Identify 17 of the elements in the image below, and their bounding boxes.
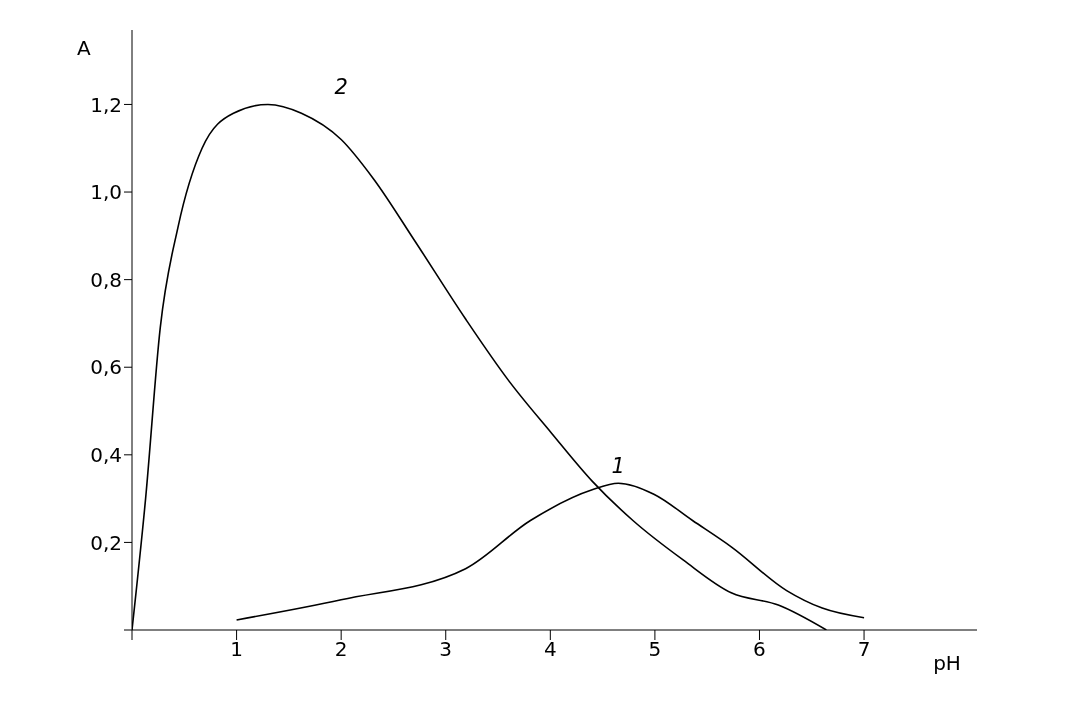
x-tick-label: 4: [543, 637, 557, 662]
x-tick-label: 3: [439, 637, 453, 662]
y-tick-label: 0,8: [90, 267, 122, 292]
y-axis-title: A: [77, 36, 91, 60]
series-label: 2: [334, 75, 348, 100]
x-tick-label: 7: [857, 637, 871, 662]
y-tick-label: 1,2: [90, 92, 122, 117]
y-tick-label: 0,2: [90, 530, 122, 555]
x-tick-label: 6: [753, 637, 766, 662]
x-axis-title: pH: [933, 651, 961, 675]
x-tick-label: 5: [648, 637, 662, 662]
series-label: 1: [611, 454, 625, 479]
x-tick-label: 1: [230, 637, 243, 662]
y-tick-label: 0,6: [90, 355, 122, 380]
y-tick-label: 1,0: [90, 180, 122, 205]
x-tick-label: 2: [334, 637, 348, 662]
y-tick-label: 0,4: [90, 442, 122, 467]
